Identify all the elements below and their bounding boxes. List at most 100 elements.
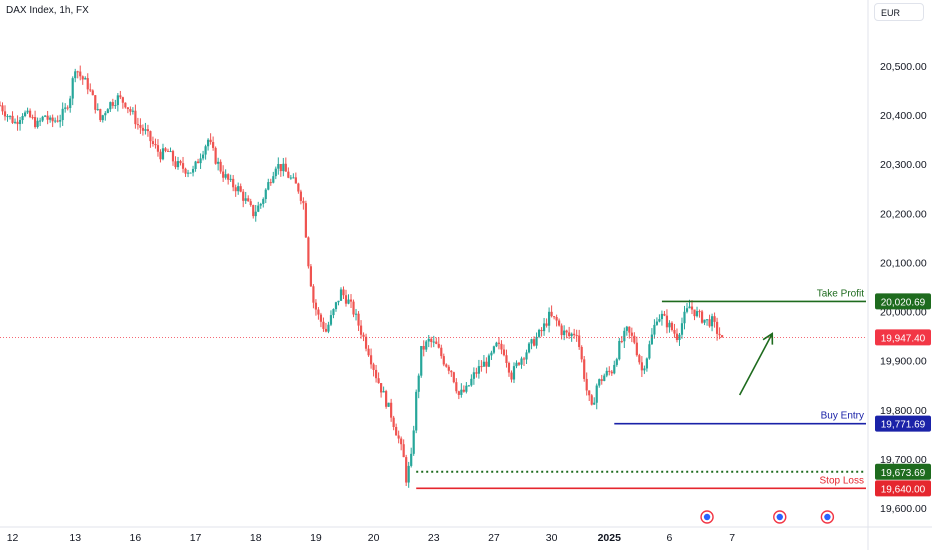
candle <box>400 436 403 451</box>
candle <box>510 370 513 383</box>
candle <box>367 345 370 357</box>
event-icon[interactable] <box>820 510 835 524</box>
candle <box>41 115 44 123</box>
candle <box>374 364 378 383</box>
candle <box>593 397 596 405</box>
candle <box>329 310 333 327</box>
candle <box>405 454 408 487</box>
candle <box>467 384 470 387</box>
candle <box>199 153 202 169</box>
arrow-layer <box>738 332 774 396</box>
candle <box>480 360 483 372</box>
candle <box>141 124 145 136</box>
candle <box>715 317 719 341</box>
candle <box>129 106 132 116</box>
candle <box>101 114 104 123</box>
y-tick-label: 20,400.00 <box>880 110 927 122</box>
candle <box>653 319 656 339</box>
candle <box>603 373 606 382</box>
candle <box>465 382 468 394</box>
candle <box>390 398 393 422</box>
candle <box>51 114 54 128</box>
x-tick-label: 30 <box>546 532 558 544</box>
candle <box>422 340 425 357</box>
candle <box>319 312 323 328</box>
candle <box>502 344 506 357</box>
candle <box>209 133 212 145</box>
candle <box>364 333 368 352</box>
candle <box>6 114 9 122</box>
candle <box>309 264 313 287</box>
candle <box>570 332 573 342</box>
arrow-shaft <box>738 333 773 396</box>
candle <box>18 116 22 131</box>
candle <box>312 284 315 309</box>
event-icon[interactable] <box>773 510 787 524</box>
candle <box>81 75 84 85</box>
level-price-tag: 19,673.69 <box>875 463 931 480</box>
candle <box>573 328 576 339</box>
candle <box>700 309 704 324</box>
candle <box>640 356 643 377</box>
candle <box>580 345 583 363</box>
candle <box>470 374 473 387</box>
candle <box>457 390 460 400</box>
candle <box>482 354 486 367</box>
level-name: Buy Entry <box>821 411 864 422</box>
event-icon[interactable] <box>700 510 714 524</box>
x-tick-label: 23 <box>428 532 440 544</box>
candle <box>708 314 711 328</box>
candle <box>269 178 272 186</box>
candle <box>385 389 388 409</box>
candle <box>492 345 496 355</box>
candle <box>111 98 114 109</box>
candle <box>104 111 107 121</box>
candle <box>156 139 160 157</box>
candle <box>447 364 450 375</box>
candle <box>317 307 320 320</box>
candle <box>530 338 533 350</box>
candle <box>490 350 493 361</box>
candle <box>427 334 430 348</box>
candle <box>362 332 365 342</box>
candle <box>212 136 215 151</box>
candle <box>522 356 526 366</box>
candle <box>179 159 182 166</box>
y-tick-label: 20,100.00 <box>880 257 927 269</box>
candle <box>54 117 57 124</box>
candle <box>545 318 548 328</box>
candle <box>124 102 127 109</box>
currency-button[interactable]: EUR <box>874 3 924 21</box>
candle <box>84 76 87 80</box>
candle <box>34 110 37 129</box>
candle <box>585 372 588 396</box>
candle <box>91 89 94 96</box>
candle <box>485 357 488 374</box>
level-price-text: 19,673.69 <box>881 468 926 479</box>
candle <box>563 325 566 341</box>
candle <box>512 362 516 384</box>
candle <box>259 202 262 209</box>
candle <box>284 157 287 172</box>
candle <box>237 182 240 195</box>
candle <box>583 355 586 382</box>
chart-title: DAX Index, 1h, FX <box>6 5 89 16</box>
candle <box>56 115 59 123</box>
candle <box>21 113 24 124</box>
candle <box>655 317 659 326</box>
candle <box>678 332 681 346</box>
candle <box>598 378 601 388</box>
candle <box>650 328 653 345</box>
candle <box>171 149 175 166</box>
candle <box>628 326 631 339</box>
level-price-text: 19,640.00 <box>881 484 926 495</box>
candle <box>136 117 140 130</box>
x-tick-label: 13 <box>69 532 81 544</box>
candle <box>527 342 531 354</box>
candle <box>440 344 443 359</box>
candle <box>683 305 686 330</box>
candle <box>535 332 538 349</box>
